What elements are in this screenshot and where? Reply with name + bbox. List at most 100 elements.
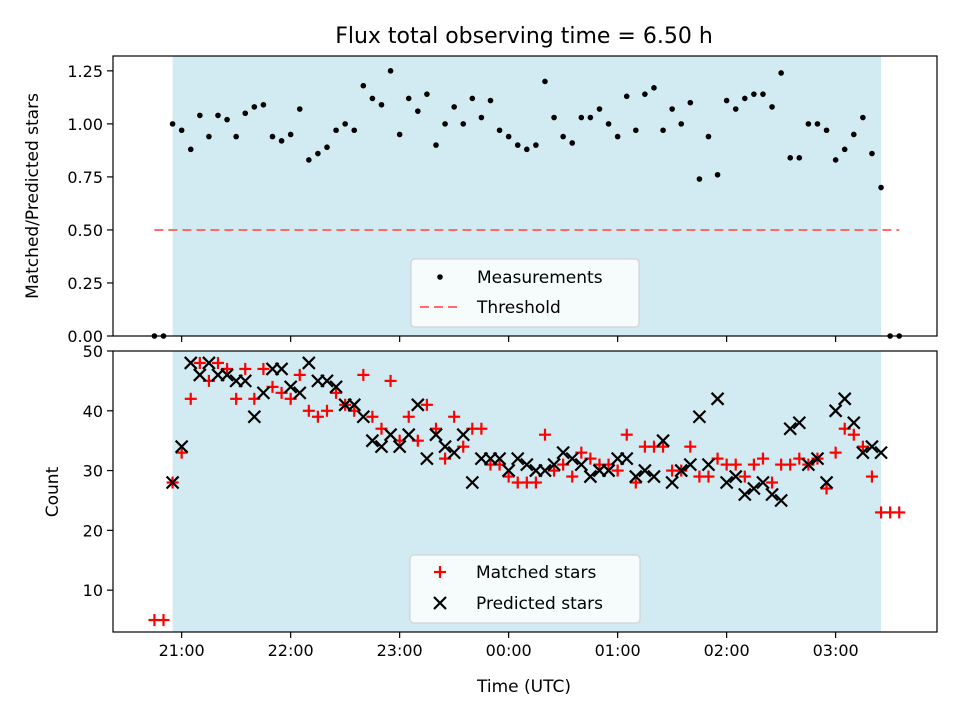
predicted-star-point bbox=[447, 445, 461, 460]
matched-star-point bbox=[384, 374, 397, 387]
x-tick-label: 00:00 bbox=[486, 641, 532, 660]
predicted-star-point bbox=[238, 374, 253, 388]
predicted-star-b bbox=[656, 433, 670, 448]
measurement-point bbox=[260, 101, 267, 108]
x-axis-label: Time (UTC) bbox=[476, 677, 571, 697]
y-tick-label: 1.00 bbox=[67, 115, 103, 134]
measurement-point bbox=[723, 97, 730, 104]
matched-star-point bbox=[302, 404, 315, 417]
matched-star-point bbox=[620, 428, 633, 441]
measurement-point bbox=[206, 133, 212, 140]
predicted-star-b bbox=[865, 439, 879, 454]
predicted-star-point bbox=[347, 398, 362, 412]
predicted-star-point bbox=[556, 445, 570, 460]
measurement-point bbox=[705, 133, 712, 140]
predicted-star-point bbox=[420, 451, 434, 466]
predicted-star-b bbox=[383, 427, 398, 442]
predicted-star-point bbox=[247, 409, 262, 424]
predicted-star-point bbox=[701, 457, 716, 472]
predicted-star-b bbox=[302, 356, 316, 370]
predicted-star-point bbox=[783, 421, 797, 436]
legend-matched-marker bbox=[434, 566, 446, 578]
predicted-star-point bbox=[183, 356, 198, 370]
predicted-star-b bbox=[856, 445, 870, 460]
measurement-point bbox=[169, 121, 176, 127]
measurement-point bbox=[687, 99, 694, 106]
predicted-star-b bbox=[719, 475, 734, 490]
predicted-star-point bbox=[456, 427, 471, 442]
matched-star-point bbox=[566, 470, 579, 483]
measurement-point bbox=[851, 131, 857, 138]
matched-star-point bbox=[738, 470, 751, 483]
measurement-point bbox=[860, 114, 866, 121]
predicted-star-point bbox=[429, 427, 443, 442]
predicted-star-b bbox=[565, 451, 580, 466]
predicted-star-b bbox=[801, 457, 816, 472]
matched-star-point bbox=[293, 368, 306, 381]
predicted-star-point bbox=[538, 463, 552, 478]
predicted-star-b bbox=[465, 475, 480, 490]
predicted-star-b bbox=[692, 409, 707, 424]
y-tick-label: 20 bbox=[83, 521, 103, 540]
predicted-star-point bbox=[756, 475, 770, 490]
measurement-point bbox=[251, 104, 258, 110]
measurement-point bbox=[342, 121, 348, 127]
measurement-point bbox=[460, 121, 467, 127]
predicted-star-b bbox=[874, 445, 888, 460]
matched-star-point bbox=[429, 422, 442, 435]
top-panel: 0.00 0.25 0.50 0.75 1.00 1.25 Matched/Predict… bbox=[23, 55, 938, 346]
matched-star-point bbox=[856, 440, 869, 453]
predicted-star-point bbox=[356, 409, 371, 424]
measurement-point bbox=[296, 106, 303, 112]
matched-star-point bbox=[657, 440, 670, 453]
bottom-legend: Matched stars Predicted stars bbox=[409, 554, 641, 624]
predicted-star-point bbox=[547, 457, 561, 472]
matched-star-point bbox=[784, 458, 797, 471]
measurement-point bbox=[578, 114, 585, 121]
measurement-point bbox=[551, 114, 557, 121]
predicted-star-b bbox=[810, 451, 825, 466]
matched-star-point bbox=[756, 452, 769, 465]
measurement-point bbox=[623, 93, 630, 100]
predicted-star-b bbox=[556, 445, 570, 460]
top-plot-frame bbox=[112, 55, 938, 337]
matched-star-point bbox=[402, 410, 415, 423]
predicted-star-b bbox=[292, 386, 307, 400]
predicted-star-point bbox=[174, 439, 189, 454]
matched-star-point bbox=[747, 458, 760, 471]
predicted-star-point bbox=[665, 475, 679, 490]
y-tick-label: 50 bbox=[83, 342, 103, 361]
measurement-point bbox=[178, 127, 185, 134]
predicted-star-b bbox=[792, 415, 807, 430]
predicted-star-point bbox=[501, 463, 516, 478]
predicted-star-point bbox=[302, 356, 316, 370]
measurement-point bbox=[805, 121, 812, 127]
measurement-point bbox=[605, 121, 612, 127]
predicted-star-b bbox=[647, 469, 661, 484]
predicted-star-b bbox=[665, 475, 679, 490]
predicted-star-b bbox=[193, 368, 207, 382]
measurement-point bbox=[814, 121, 821, 127]
measurement-point bbox=[369, 95, 376, 102]
predicted-stars-points bbox=[165, 356, 888, 508]
measurement-point bbox=[760, 91, 766, 97]
measurement-point bbox=[651, 85, 657, 91]
predicted-star-b bbox=[347, 398, 362, 412]
predicted-star-b bbox=[365, 433, 380, 448]
predicted-star-b bbox=[756, 475, 770, 490]
y-tick-label: 0.00 bbox=[67, 327, 103, 346]
measurement-point bbox=[542, 78, 548, 85]
bottom-y-ticks: 10 20 30 40 50 bbox=[83, 342, 113, 600]
predicted-star-b bbox=[674, 463, 689, 478]
matched-star-point bbox=[184, 392, 197, 405]
matched-star-point bbox=[611, 464, 624, 477]
x-tick-label: 01:00 bbox=[595, 641, 641, 660]
predicted-star-b bbox=[837, 392, 852, 406]
predicted-star-b bbox=[429, 427, 443, 442]
bottom-y-axis-label: Count bbox=[43, 466, 63, 517]
predicted-star-point bbox=[256, 386, 271, 400]
measurement-point bbox=[324, 144, 330, 151]
matched-star-point bbox=[529, 476, 542, 489]
predicted-star-point bbox=[374, 439, 389, 454]
